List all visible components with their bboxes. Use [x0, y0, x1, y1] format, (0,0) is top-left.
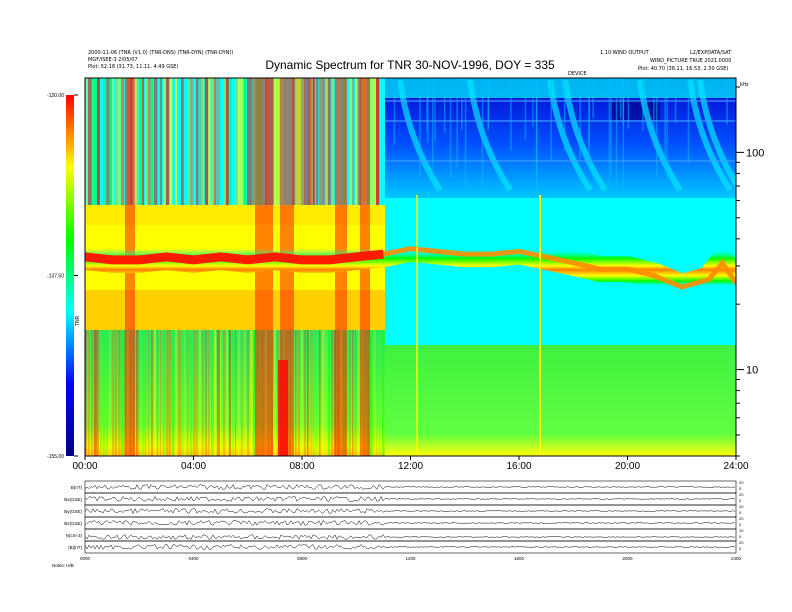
parameter-label: N(cm-3) [66, 533, 83, 538]
chart-title: Dynamic Spectrum for TNR 30-NOV-1996, DO… [265, 58, 555, 72]
panel-x-tick-label: 0400 [188, 556, 199, 561]
panel-right-tick: 20 [739, 516, 744, 521]
header-right-line3: WIND_PICTURE TRUE 2021.0000 [650, 58, 732, 64]
parameter-label: Bz(GSE) [64, 521, 82, 526]
colorbar-tick-label: -137.50 [47, 274, 64, 280]
colorbar-label: TNR [75, 315, 81, 326]
x-tick-label: 24:00 [723, 461, 748, 472]
parameter-label: Bx(GSE) [64, 497, 82, 502]
parameter-trace [84, 508, 736, 515]
panel-right-tick: 0 [739, 546, 742, 551]
panel-right-tick: 0 [739, 510, 742, 515]
parameter-trace [84, 534, 736, 540]
parameter-trace [84, 484, 735, 490]
parameter-trace [84, 495, 736, 502]
panel-x-tick-label: 0800 [297, 556, 308, 561]
panel-right-tick: 0 [739, 486, 742, 491]
spectrogram [85, 78, 736, 456]
panel-right-tick: 0 [739, 534, 742, 539]
panel-right-tick: 20 [739, 480, 744, 485]
parameter-panel [84, 528, 737, 542]
header-left-line1: 2000-11-06 (TNR (V1.0) (TNR-DNS) (TNR-DY… [88, 50, 234, 56]
header-right-line2: L2/EXPDATA/SAT [690, 50, 732, 56]
parameter-label: B(nT) [71, 485, 83, 490]
y-tick-label: 10 [746, 365, 758, 377]
x-tick-label: 12:00 [398, 461, 423, 472]
header-right-line4: Plot: 40.70 (38.11, 16.53, 2.30 GSE) [638, 66, 729, 72]
header-right-line1: 1.10 WIND OUTPUT [600, 50, 649, 56]
panel-x-tick-label: 0000 [80, 556, 91, 561]
panel-x-tick-label: 1600 [514, 556, 525, 561]
parameter-label: |B|(nT) [68, 545, 82, 550]
colorbar [66, 95, 74, 456]
panel-x-tick-label: 2400 [731, 556, 742, 561]
y-tick-label: 100 [746, 147, 764, 159]
panel-right-tick: 0 [739, 522, 742, 527]
header-left-line3: Plot: 52.18 (31.73, 11.11, 4.49 GSE) [88, 64, 179, 70]
x-tick-label: 00:00 [72, 461, 97, 472]
panel-right-tick: 0 [739, 498, 742, 503]
header-left-line2: MGF/ISEE-3 2/05/07 [88, 57, 138, 63]
panel-x-tick-label: 1200 [405, 556, 416, 561]
footer-label: Notes: H/B [52, 563, 74, 568]
panel-right-tick: 20 [739, 492, 744, 497]
panel-right-tick: 10 [739, 528, 744, 533]
parameter-trace [84, 520, 736, 527]
panel-x-tick-label: 2000 [622, 556, 633, 561]
header-sub-center: DEVICE [568, 71, 587, 77]
panel-right-tick: 20 [739, 540, 744, 545]
x-tick-label: 16:00 [506, 461, 531, 472]
parameter-label: By(GSE) [64, 509, 82, 514]
colorbar-tick-label: -120.00 [47, 93, 64, 99]
y-unit-label: kHz [740, 82, 749, 88]
x-tick-label: 04:00 [181, 461, 206, 472]
x-tick-label: 08:00 [289, 461, 314, 472]
panel-right-tick: 20 [739, 504, 744, 509]
parameter-trace [84, 544, 736, 550]
parameter-panel [84, 540, 737, 554]
x-tick-label: 20:00 [615, 461, 640, 472]
colorbar-tick-label: -155.00 [47, 454, 64, 460]
